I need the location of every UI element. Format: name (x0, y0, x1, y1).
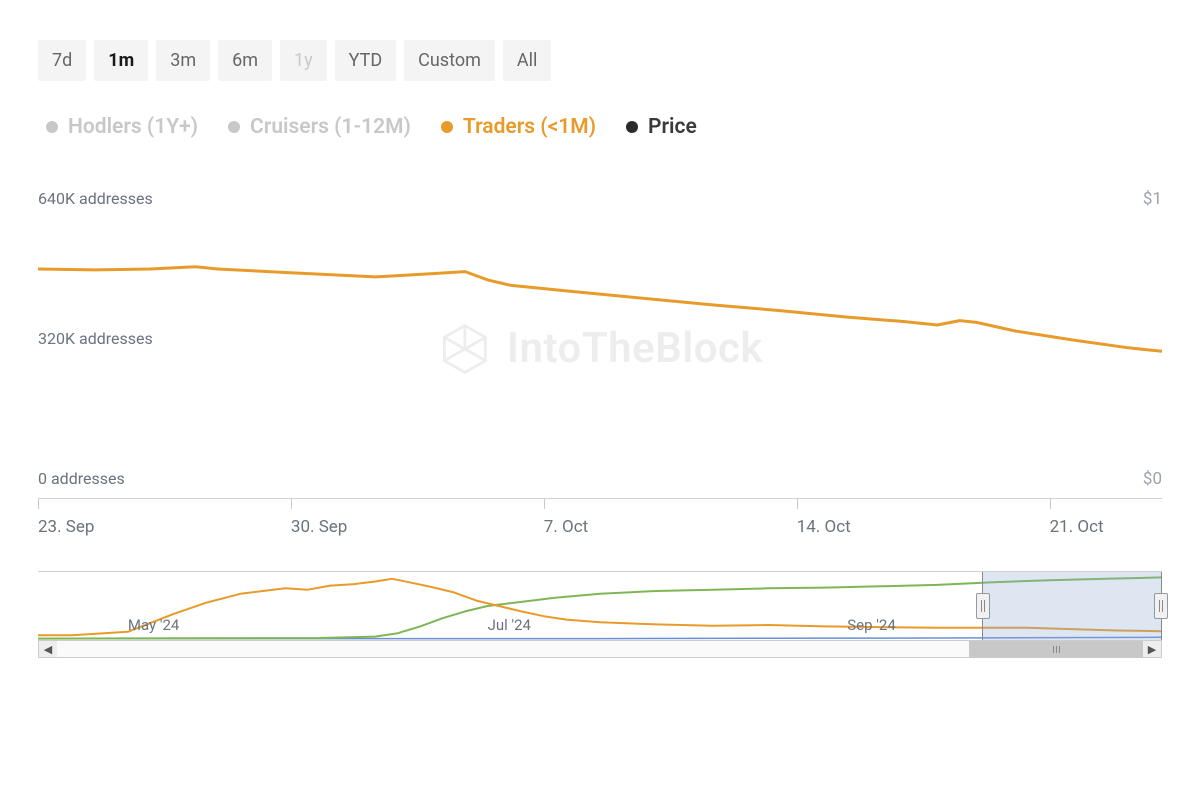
navigator-selection[interactable] (982, 572, 1162, 640)
timerange-1y-button: 1y (280, 40, 327, 81)
timerange-ytd-button[interactable]: YTD (335, 40, 397, 81)
range-navigator[interactable]: May '24 Jul '24 Sep '24 ◀ ▶ (38, 571, 1162, 655)
legend-item-price[interactable]: Price (626, 115, 697, 139)
x-axis: 23. Sep 30. Sep 7. Oct 14. Oct 21. Oct (38, 499, 1162, 537)
legend-label: Hodlers (1Y+) (68, 115, 198, 139)
navigator-x-label: Jul '24 (488, 616, 531, 634)
navigator-x-label: May '24 (128, 616, 179, 634)
traders-line (38, 267, 1162, 352)
navigator-x-label: Sep '24 (847, 616, 896, 634)
legend-label: Price (648, 115, 697, 139)
timerange-7d-button[interactable]: 7d (38, 40, 86, 81)
legend-item-hodlers-1y-[interactable]: Hodlers (1Y+) (46, 115, 198, 139)
legend-dot-icon (46, 121, 58, 133)
time-range-selector: 7d1m3m6m1yYTDCustomAll (38, 40, 1162, 81)
timerange-6m-button[interactable]: 6m (218, 40, 272, 81)
x-tick-label: 14. Oct (797, 517, 851, 537)
legend-label: Traders (<1M) (463, 115, 596, 139)
navigator-handle-right[interactable] (1154, 593, 1168, 619)
legend-dot-icon (441, 121, 453, 133)
timerange-custom-button[interactable]: Custom (404, 40, 495, 81)
chart-plot-area[interactable] (38, 199, 1162, 479)
scroll-track[interactable] (57, 641, 1143, 657)
x-tick-label: 21. Oct (1050, 517, 1104, 537)
timerange-3m-button[interactable]: 3m (156, 40, 210, 81)
x-tick-label: 7. Oct (544, 517, 588, 537)
timerange-1m-button[interactable]: 1m (94, 40, 148, 81)
navigator-scrollbar[interactable]: ◀ ▶ (38, 640, 1162, 658)
legend-label: Cruisers (1-12M) (250, 115, 411, 139)
legend-dot-icon (228, 121, 240, 133)
scroll-left-button[interactable]: ◀ (39, 641, 57, 657)
legend-dot-icon (626, 121, 638, 133)
navigator-handle-left[interactable] (976, 593, 990, 619)
legend-item-traders-1m-[interactable]: Traders (<1M) (441, 115, 596, 139)
timerange-all-button[interactable]: All (503, 40, 552, 81)
main-chart: IntoTheBlock 640K addresses320K addresse… (38, 199, 1162, 499)
x-tick-label: 30. Sep (291, 517, 347, 537)
scroll-right-button[interactable]: ▶ (1143, 641, 1161, 657)
legend: Hodlers (1Y+) Cruisers (1-12M) Traders (<1… (38, 115, 1162, 139)
legend-item-cruisers-1-12m-[interactable]: Cruisers (1-12M) (228, 115, 411, 139)
x-tick-label: 23. Sep (38, 517, 94, 537)
scroll-thumb[interactable] (969, 641, 1143, 657)
